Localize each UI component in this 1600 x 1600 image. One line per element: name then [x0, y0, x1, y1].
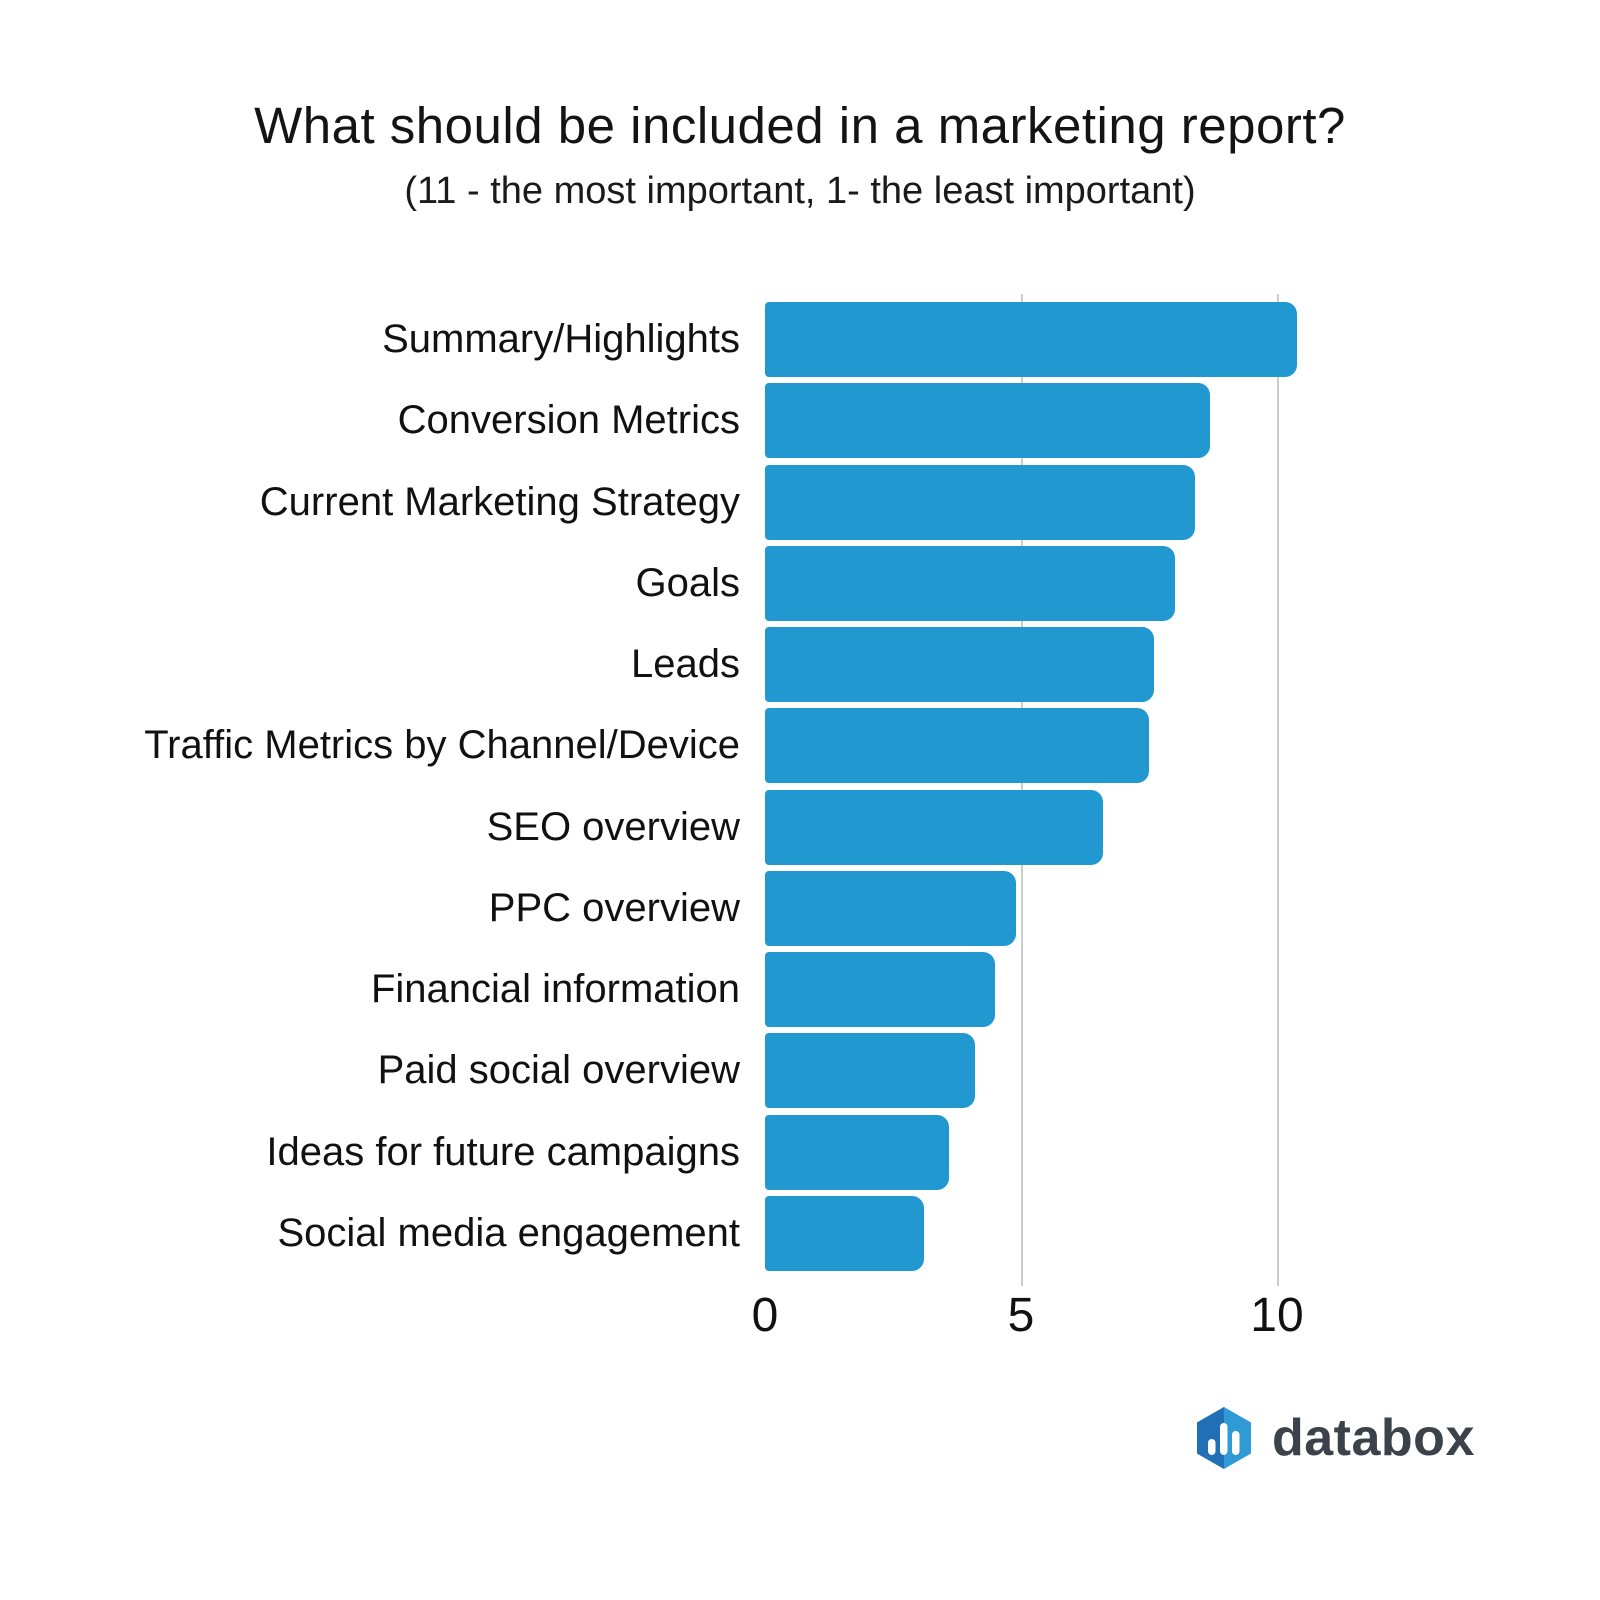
bar — [765, 1114, 950, 1190]
bar — [765, 464, 1196, 540]
databox-hexagon-icon — [1197, 1407, 1251, 1469]
bar — [765, 789, 1103, 865]
bar — [765, 870, 1016, 946]
bar — [765, 1033, 975, 1109]
category-label: Traffic Metrics by Channel/Device — [144, 723, 740, 768]
category-label: Paid social overview — [377, 1048, 740, 1093]
bar-row: Financial information — [0, 952, 1600, 1027]
category-label: PPC overview — [488, 885, 740, 930]
bar-row: PPC overview — [0, 870, 1600, 946]
bar — [765, 1195, 924, 1271]
gridline — [1277, 294, 1279, 1286]
bar — [765, 627, 1155, 702]
category-label: Financial information — [370, 967, 740, 1011]
bar — [765, 952, 996, 1027]
x-tick-label: 10 — [1250, 1289, 1304, 1342]
bar — [765, 708, 1149, 784]
bar — [765, 383, 1211, 459]
bar-row: Paid social overview — [0, 1033, 1600, 1109]
x-tick-label: 0 — [751, 1289, 779, 1342]
x-tick-label: 5 — [1007, 1289, 1035, 1342]
hexagon-dark-half — [1197, 1407, 1224, 1469]
category-label: SEO overview — [486, 804, 740, 849]
category-label: Summary/Highlights — [382, 317, 740, 361]
bar-row: Leads — [0, 627, 1600, 702]
category-label: Leads — [631, 642, 740, 686]
category-label: Ideas for future campaigns — [266, 1129, 740, 1174]
chart-title: What should be included in a marketing r… — [254, 97, 1346, 154]
logo-bar-tall — [1220, 1423, 1228, 1455]
bar — [765, 302, 1298, 377]
category-label: Current Marketing Strategy — [259, 479, 740, 524]
bar-row: Summary/Highlights — [0, 302, 1600, 377]
bar-row: Conversion Metrics — [0, 383, 1600, 459]
bar-row: Social media engagement — [0, 1195, 1600, 1271]
logo-bar-medium — [1232, 1431, 1240, 1455]
bar-row: Current Marketing Strategy — [0, 464, 1600, 540]
chart-subtitle: (11 - the most important, 1- the least i… — [404, 170, 1196, 212]
bar-row: Traffic Metrics by Channel/Device — [0, 708, 1600, 784]
bar-row: SEO overview — [0, 789, 1600, 865]
category-label: Conversion Metrics — [397, 398, 740, 443]
x-axis: 0 5 10 — [0, 1288, 1600, 1348]
logo-bar-short — [1208, 1439, 1216, 1455]
bar — [765, 545, 1175, 621]
bar-row: Ideas for future campaigns — [0, 1114, 1600, 1190]
category-label: Goals — [635, 560, 741, 605]
bar-row: Goals — [0, 545, 1600, 621]
databox-logo-text: databox — [1272, 1409, 1475, 1467]
category-label: Social media engagement — [277, 1210, 740, 1255]
plot-area: Summary/Highlights Conversion Metrics Curr… — [0, 294, 1600, 1286]
databox-logo: databox — [1194, 1402, 1475, 1474]
